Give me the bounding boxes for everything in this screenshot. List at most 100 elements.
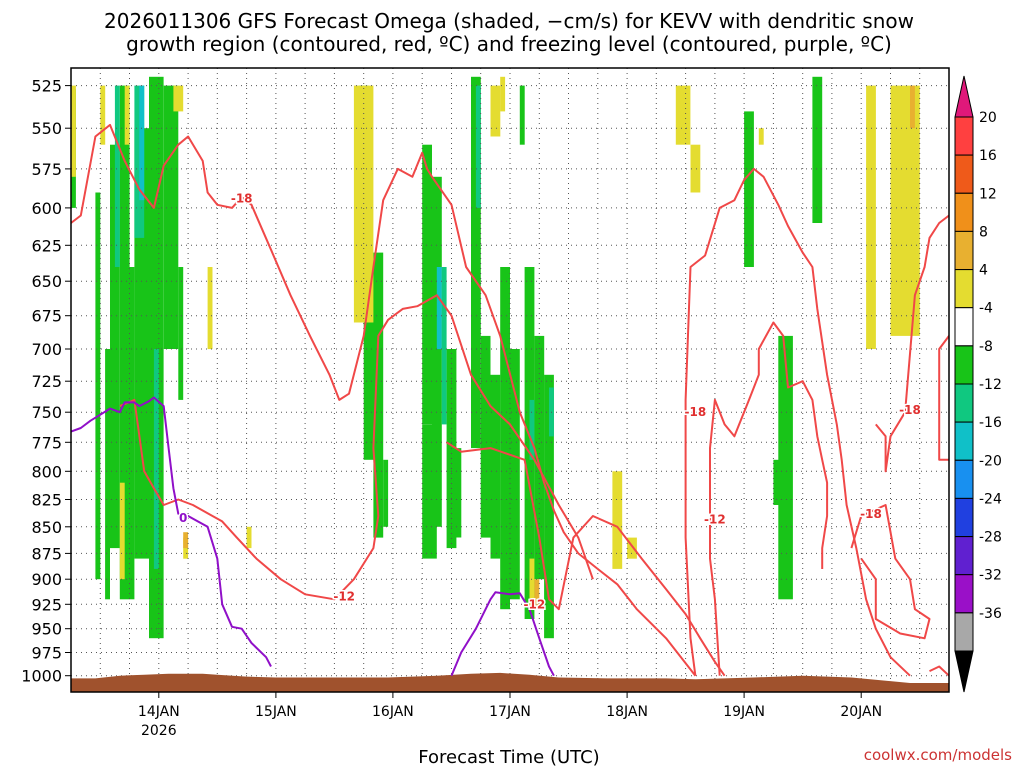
colorbar-label-11: -28 — [979, 530, 1002, 546]
omega-cell-3-0 — [71, 85, 76, 177]
x-axis-label: Forecast Time (UTC) — [418, 747, 599, 768]
ytick-label-650: 650 — [31, 272, 62, 291]
dgz-contour-6 — [850, 504, 931, 640]
omega-cell-0-2 — [105, 349, 110, 600]
omega-cell-0-4 — [119, 85, 130, 267]
omega-cell-1-5 — [529, 399, 535, 460]
omega-cell-0-1 — [95, 192, 101, 580]
dgz-contour-5 — [875, 214, 949, 473]
ytick-label-1000: 1000 — [21, 667, 62, 686]
ytick-label-625: 625 — [31, 236, 62, 255]
dgz-contour-4 — [709, 321, 829, 676]
omega-cell-1-3 — [441, 267, 447, 425]
omega-cell-3-3 — [124, 85, 130, 145]
omega-cell-3-10 — [500, 76, 506, 112]
chart-title-line-2: growth region (contoured, red, ºC) and f… — [126, 32, 892, 56]
omega-cell-0-20 — [471, 76, 481, 449]
omega-cell-3-5 — [183, 537, 189, 559]
colorbar-label-8: -16 — [979, 415, 1002, 431]
omega-cell-3-12 — [612, 471, 623, 569]
xtick-label-1: 15JAN — [255, 704, 297, 720]
ytick-label-875: 875 — [31, 544, 62, 563]
omega-cell-0-21 — [480, 335, 491, 538]
ytick-label-525: 525 — [31, 77, 62, 96]
omega-cell-4-1 — [534, 579, 540, 610]
ytick-label-575: 575 — [31, 160, 62, 179]
ytick-label-925: 925 — [31, 595, 62, 614]
omega-cell-0-19 — [451, 448, 462, 538]
ytick-label-675: 675 — [31, 307, 62, 326]
colorbar-swatch-10 — [954, 497, 974, 537]
xtick-label-4: 18JAN — [606, 704, 648, 720]
omega-cell-0-14 — [383, 459, 389, 527]
omega-cell-0-9 — [163, 85, 179, 349]
omega-cell-0-12 — [363, 267, 374, 460]
colorbar-top-arrow — [954, 75, 974, 118]
ytick-label-700: 700 — [31, 340, 62, 359]
omega-shading — [71, 76, 920, 639]
watermark: coolwx.com/models — [864, 746, 1012, 764]
dgz-contour-label-0: -18 — [231, 192, 253, 206]
colorbar-label-5: -4 — [979, 301, 993, 317]
colorbar-label-3: 8 — [979, 224, 988, 240]
colorbar-label-6: -8 — [979, 339, 993, 355]
plot-area: -18 -12 -12 -18 -12 -18 -18 0 — [71, 68, 949, 692]
dgz-contour-3 — [684, 167, 911, 677]
ytick-label-750: 750 — [31, 403, 62, 422]
colorbar-swatch-6 — [954, 345, 974, 385]
omega-cell-0-10 — [178, 267, 184, 400]
snow-growth-contours — [71, 123, 949, 677]
colorbar-bottom-arrow — [954, 650, 974, 693]
omega-cell-0-15 — [422, 144, 432, 425]
terrain-area — [71, 672, 949, 692]
omega-cell-2-1 — [436, 267, 442, 350]
omega-cell-0-31 — [773, 459, 788, 505]
colorbar-label-4: 4 — [979, 263, 988, 279]
dgz-contour-0 — [71, 123, 697, 677]
omega-cell-3-9 — [490, 85, 501, 137]
freezing-contour-label-0: 0 — [179, 511, 187, 525]
ytick-label-775: 775 — [31, 433, 62, 452]
ytick-label-950: 950 — [31, 620, 62, 639]
ytick-label-550: 550 — [31, 119, 62, 138]
ytick-label-600: 600 — [31, 199, 62, 218]
terrain-fill — [71, 672, 949, 692]
colorbar: 20 16 12 8 4 -4 -8 -12 -16 -20 -24 -28 -32 -36 — [954, 75, 1002, 693]
colorbar-swatch-0 — [954, 116, 974, 156]
colorbar-label-9: -20 — [979, 453, 1002, 469]
dgz-contour-label-6: -18 — [860, 507, 882, 521]
dgz-contour-label-2: -12 — [524, 597, 546, 611]
omega-cell-3-2 — [119, 482, 125, 580]
dgz-contour-8 — [929, 665, 949, 677]
omega-cell-0-13 — [373, 252, 384, 538]
colorbar-swatch-2 — [954, 192, 974, 232]
dgz-contour-7 — [938, 335, 949, 461]
colorbar-swatch-9 — [954, 459, 974, 499]
x-axis-ticks: 14JAN 2026 15JAN 16JAN 17JAN 18JAN 19JAN 20JAN — [138, 692, 882, 739]
y-axis-ticks: 525 550 575 600 625 650 675 700 725 750 775 800 825 8… — [21, 77, 71, 686]
colorbar-swatch-1 — [954, 154, 974, 194]
omega-cell-1-1 — [134, 85, 145, 238]
colorbar-swatch-13 — [954, 612, 974, 652]
ytick-label-800: 800 — [31, 462, 62, 481]
colorbar-swatch-12 — [954, 574, 974, 614]
freezing-contour-1 — [450, 591, 555, 677]
xtick-label-6: 20JAN — [840, 704, 882, 720]
omega-cell-3-14 — [675, 85, 691, 145]
dgz-contour-label-4: -12 — [704, 512, 726, 526]
omega-cell-0-29 — [744, 111, 754, 268]
omega-cell-2-0 — [139, 85, 145, 201]
chart-title-line-1: 2026011306 GFS Forecast Omega (shaded, −… — [104, 9, 914, 33]
xtick-label-3: 17JAN — [489, 704, 531, 720]
colorbar-label-2: 12 — [979, 186, 997, 202]
omega-cell-3-16 — [758, 128, 764, 145]
colorbar-label-12: -32 — [979, 568, 1002, 584]
colorbar-label-1: 16 — [979, 148, 997, 164]
colorbar-swatch-4 — [954, 269, 974, 309]
dgz-contour-1 — [119, 294, 594, 601]
colorbar-swatch-3 — [954, 230, 974, 270]
ytick-label-850: 850 — [31, 518, 62, 537]
omega-cell-1-0 — [114, 85, 120, 267]
omega-cell-0-23 — [500, 267, 510, 610]
